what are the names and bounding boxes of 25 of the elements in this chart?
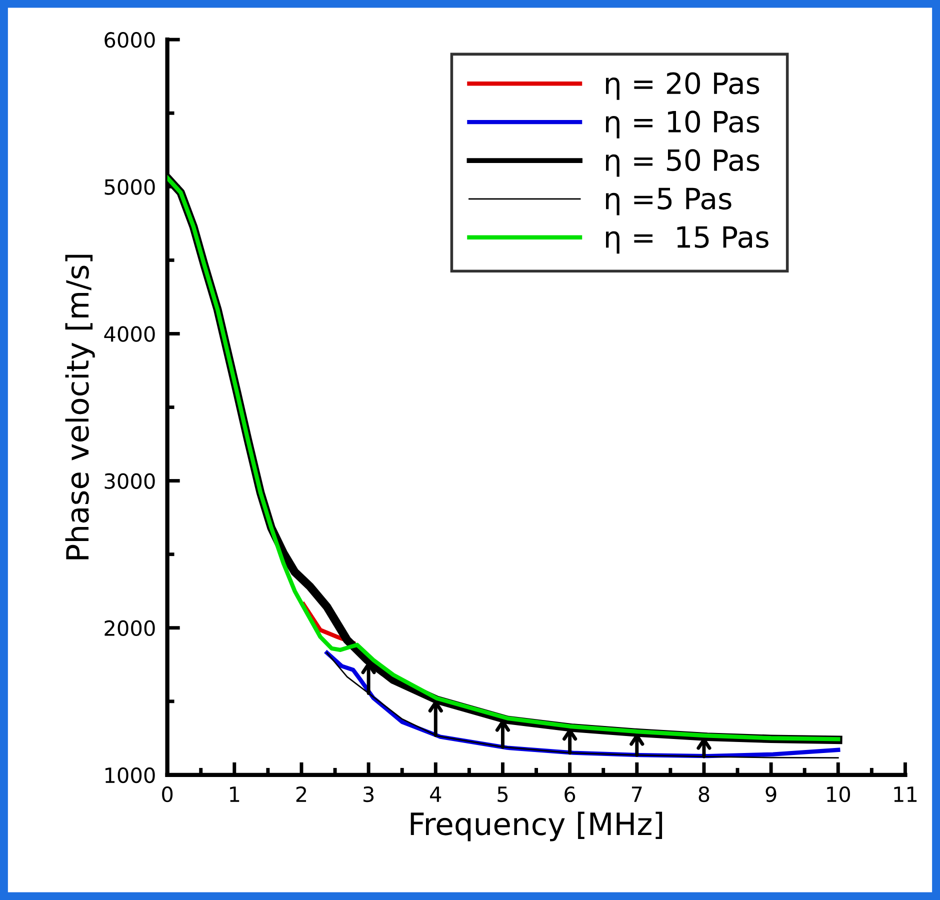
y-tick-label: 5000 — [104, 179, 155, 195]
x-tick-label: 5 — [498, 786, 508, 802]
legend-label: η = 10 Pas — [606, 110, 760, 138]
y-tick-label: 3000 — [104, 473, 155, 489]
y-tick-label: 2000 — [104, 620, 155, 636]
x-tick-label: 11 — [894, 786, 917, 802]
y-axis-title: Phase velocity [m/s] — [65, 254, 95, 560]
x-tick-label: 0 — [162, 786, 173, 802]
x-tick-label: 4 — [430, 786, 442, 802]
legend-label: η = 50 Pas — [606, 149, 760, 177]
y-tick-label: 1000 — [105, 767, 155, 784]
x-tick-label: 10 — [827, 786, 850, 802]
legend-label: η =5 Pas — [606, 188, 732, 216]
x-tick-label: 1 — [230, 786, 240, 802]
y-tick-label: 6000 — [104, 32, 155, 48]
x-tick-label: 9 — [766, 786, 776, 802]
x-tick-label: 6 — [564, 786, 576, 802]
y-tick-label: 4000 — [104, 326, 155, 342]
x-axis-title: Frequency [MHz] — [410, 812, 662, 842]
x-tick-label: 2 — [296, 786, 306, 802]
x-tick-label: 8 — [698, 786, 710, 802]
x-tick-label: 7 — [632, 786, 642, 802]
x-tick-label: 3 — [364, 786, 374, 802]
legend-label: η = 20 Pas — [606, 72, 760, 100]
legend-label: η = 15 Pas — [606, 226, 768, 254]
